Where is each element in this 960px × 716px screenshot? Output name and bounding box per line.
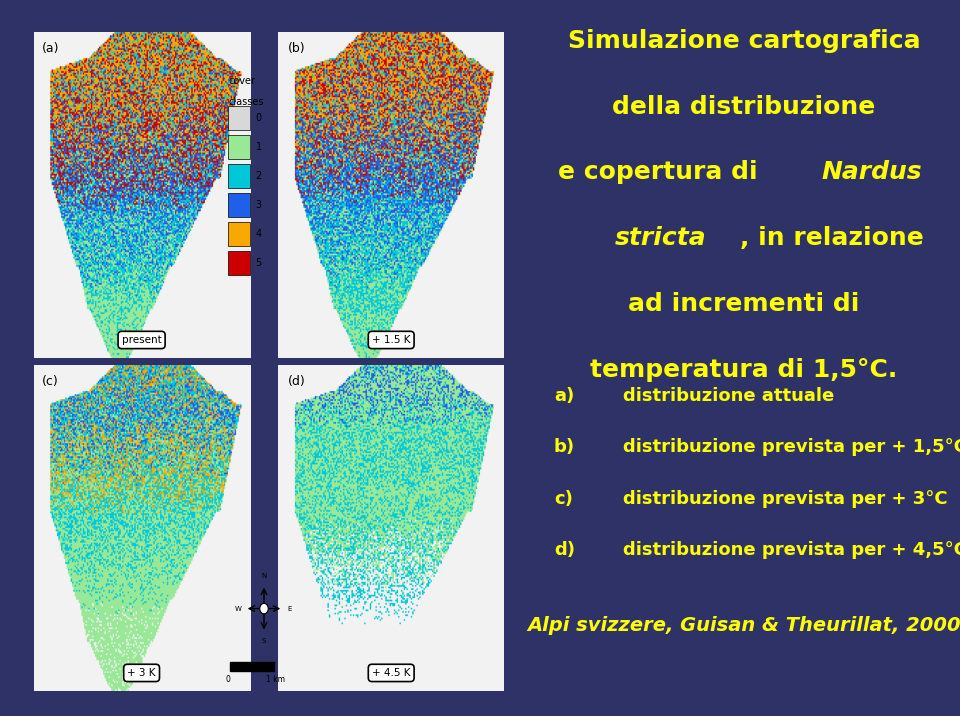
Text: N: N (261, 574, 267, 579)
Text: 3: 3 (255, 200, 262, 210)
Text: + 1.5 K: + 1.5 K (372, 335, 411, 345)
Text: ad incrementi di: ad incrementi di (628, 292, 860, 316)
Text: d): d) (554, 541, 575, 559)
Text: 1: 1 (255, 142, 262, 152)
Text: present: present (122, 335, 161, 345)
Bar (228, 135, 250, 159)
Bar (228, 106, 250, 130)
Text: (b): (b) (287, 42, 305, 55)
Text: e copertura di: e copertura di (559, 160, 757, 185)
Text: classes: classes (228, 97, 264, 107)
Text: 5: 5 (255, 258, 262, 268)
Circle shape (260, 604, 268, 614)
Text: 0: 0 (255, 113, 262, 122)
Text: 2: 2 (255, 171, 262, 180)
Bar (228, 193, 250, 216)
Text: della distribuzione: della distribuzione (612, 95, 876, 119)
Text: (a): (a) (42, 42, 60, 55)
Text: 0: 0 (225, 675, 230, 684)
Text: c): c) (554, 490, 573, 508)
Text: distribuzione prevista per + 4,5°C: distribuzione prevista per + 4,5°C (623, 541, 960, 559)
Text: Simulazione cartografica: Simulazione cartografica (567, 29, 921, 53)
Text: S: S (262, 638, 266, 644)
Text: Alpi svizzere, Guisan & Theurillat, 2000: Alpi svizzere, Guisan & Theurillat, 2000 (527, 616, 960, 635)
Text: (d): (d) (287, 375, 305, 388)
Bar (230, 662, 274, 671)
Text: cover: cover (228, 76, 255, 86)
Bar (228, 222, 250, 246)
Text: distribuzione prevista per + 1,5°C: distribuzione prevista per + 1,5°C (623, 438, 960, 456)
Text: b): b) (554, 438, 575, 456)
Bar (228, 164, 250, 188)
Text: W: W (234, 606, 242, 611)
Text: stricta: stricta (614, 226, 706, 251)
Text: 4: 4 (255, 229, 262, 238)
Bar (228, 251, 250, 274)
Text: distribuzione attuale: distribuzione attuale (623, 387, 834, 405)
Text: + 4.5 K: + 4.5 K (372, 668, 411, 678)
Text: + 3 K: + 3 K (128, 668, 156, 678)
Text: Nardus: Nardus (822, 160, 923, 185)
Text: (c): (c) (42, 375, 59, 388)
Text: E: E (288, 606, 292, 611)
Text: temperatura di 1,5°C.: temperatura di 1,5°C. (590, 358, 898, 382)
Text: , in relazione: , in relazione (740, 226, 924, 251)
Text: distribuzione prevista per + 3°C: distribuzione prevista per + 3°C (623, 490, 948, 508)
Text: 1 km: 1 km (266, 675, 285, 684)
Text: a): a) (554, 387, 574, 405)
